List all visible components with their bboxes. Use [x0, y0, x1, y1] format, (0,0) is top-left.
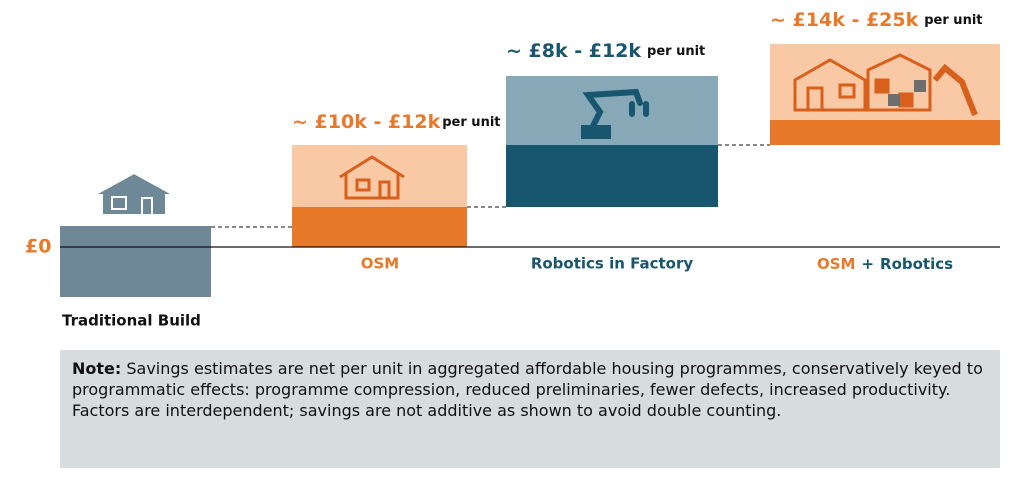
column-label: OSM + Robotics — [817, 255, 953, 273]
saving-unit: per unit — [647, 44, 705, 59]
saving-range: ~ £8k - £12k — [506, 40, 641, 62]
column-label: Robotics in Factory — [531, 255, 694, 273]
house-icon — [339, 155, 405, 200]
traditional-block — [60, 226, 211, 297]
robotics-base — [506, 145, 718, 207]
combined-base — [770, 120, 1000, 145]
house-icon — [93, 171, 175, 216]
factory-icon — [793, 53, 978, 117]
column-label: OSM — [361, 255, 399, 273]
label-part: Robotics — [880, 255, 953, 273]
saving-label: ~ £10k - £12k per unit — [292, 111, 501, 133]
osm-base — [292, 207, 467, 247]
robot-icon — [581, 88, 649, 139]
saving-range: ~ £14k - £25k — [770, 9, 919, 31]
saving-unit: per unit — [442, 115, 500, 130]
saving-range: ~ £10k - £12k — [292, 111, 441, 133]
column-label: Traditional Build — [62, 312, 201, 330]
note-box: Note: Savings estimates are net per unit… — [60, 350, 1000, 468]
saving-label: ~ £8k - £12k per unit — [506, 40, 705, 62]
label-part: OSM — [817, 255, 855, 273]
diagram: £0 Traditional Build OSM Robotics in Fac… — [25, 9, 1000, 330]
note-label: Note: — [72, 359, 122, 378]
note-text: Savings estimates are net per unit in ag… — [72, 359, 983, 420]
saving-unit: per unit — [924, 13, 982, 28]
robotics-range — [506, 76, 718, 145]
label-part: + — [861, 255, 874, 273]
saving-label: ~ £14k - £25k per unit — [770, 9, 983, 31]
zero-label: £0 — [25, 236, 51, 258]
